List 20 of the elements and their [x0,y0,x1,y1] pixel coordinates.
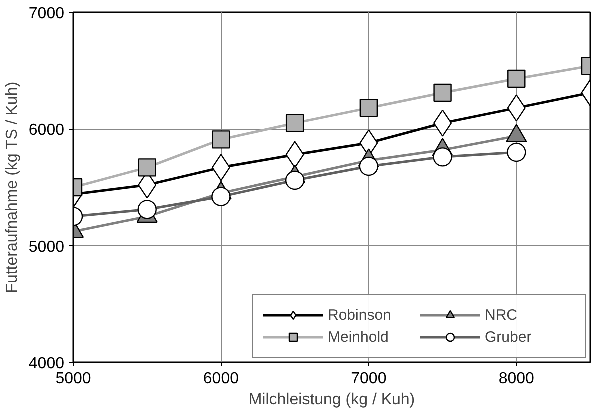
point [434,84,452,102]
y-tick-label: 4000 [28,356,65,372]
point [286,114,304,132]
y-axis-title: Futteraufnahme (kg TS / Kuh) [4,82,21,294]
legend-label: NRC [485,306,518,324]
point [138,158,156,177]
y-tick-label: 7000 [28,6,65,22]
x-tick-label: 8000 [498,370,535,388]
x-tick-label: 5000 [56,370,92,388]
legend-label: Robinson [328,306,392,324]
y-tick-label: 6000 [28,122,65,140]
x-tick-label: 7000 [351,370,387,388]
legend-label: Gruber [485,328,533,346]
legend-label: Meinhold [328,328,390,346]
x-tick-label: 6000 [203,370,240,388]
y-tick-label: 5000 [28,238,65,256]
point [360,99,378,118]
x-axis-title: Milchleistung (kg / Kuh) [248,392,416,408]
point [508,70,526,88]
point [212,130,230,149]
